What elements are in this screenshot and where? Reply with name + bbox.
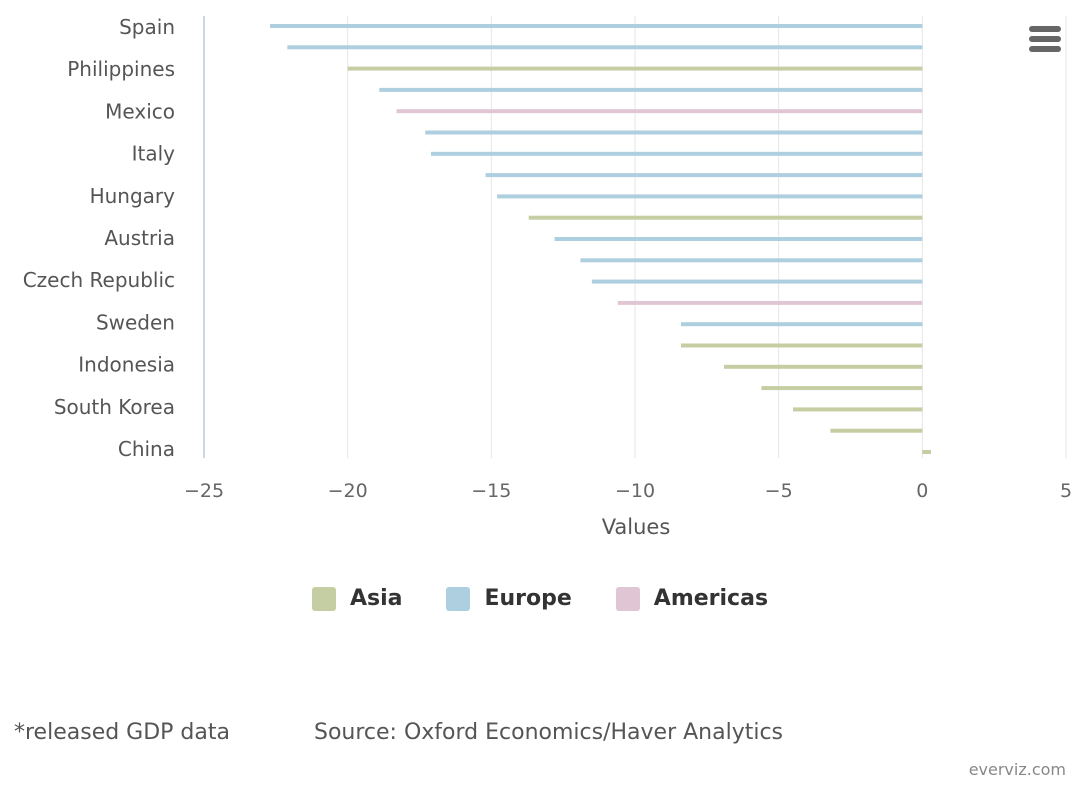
x-tick-label: 0	[916, 480, 928, 502]
category-label: Czech Republic	[23, 268, 175, 292]
x-tick-label: −5	[765, 480, 793, 502]
x-tick-label: −15	[471, 480, 511, 502]
chart-menu-button[interactable]	[1026, 24, 1064, 56]
credit-link[interactable]: everviz.com	[968, 760, 1066, 779]
category-label: Austria	[104, 226, 175, 250]
bar-asia[interactable]	[793, 407, 923, 412]
legend-swatch	[311, 586, 336, 611]
x-tick-label: −20	[328, 480, 368, 502]
bar-chart: Spain Philippines Mexico Italy Hungary Austri…	[23, 15, 1072, 539]
bars	[270, 24, 931, 454]
x-tick-label: 5	[1060, 480, 1072, 502]
bar-europe[interactable]	[497, 194, 923, 199]
x-axis-label: Values	[602, 515, 671, 539]
bar-asia[interactable]	[830, 428, 923, 433]
bar-americas[interactable]	[617, 300, 923, 305]
bar-europe[interactable]	[591, 279, 923, 284]
legend-item-asia[interactable]: Asia	[311, 586, 403, 611]
source-note: Source: Oxford Economics/Haver Analytics	[314, 720, 784, 745]
legend-item-europe[interactable]: Europe	[446, 586, 572, 611]
bar-asia[interactable]	[680, 343, 923, 348]
bar-europe[interactable]	[425, 130, 923, 135]
bar-americas[interactable]	[396, 109, 923, 114]
category-label: South Korea	[54, 395, 175, 419]
bar-europe[interactable]	[430, 151, 923, 156]
bar-europe[interactable]	[287, 45, 923, 50]
bar-europe[interactable]	[680, 322, 923, 327]
legend-item-americas[interactable]: Americas	[615, 586, 769, 611]
legend-label: Asia	[349, 586, 403, 611]
bar-asia[interactable]	[347, 66, 923, 71]
bar-asia[interactable]	[922, 450, 931, 454]
category-label: Indonesia	[78, 353, 175, 377]
bar-europe[interactable]	[580, 258, 923, 263]
bar-asia[interactable]	[724, 364, 923, 369]
category-label: Philippines	[67, 57, 175, 81]
legend-swatch	[446, 586, 471, 611]
x-tick-labels: −25 −20 −15 −10 −5 0 5	[184, 480, 1072, 502]
category-label: Spain	[119, 15, 175, 39]
bar-europe[interactable]	[554, 237, 923, 241]
legend-label: Americas	[653, 586, 769, 611]
bar-europe[interactable]	[485, 173, 923, 178]
bar-europe[interactable]	[379, 87, 923, 92]
category-label: Italy	[132, 142, 176, 166]
category-labels: Spain Philippines Mexico Italy Hungary Austri…	[23, 15, 175, 461]
category-label: Mexico	[105, 99, 175, 123]
legend-label: Europe	[484, 586, 572, 611]
legend-swatch	[615, 586, 640, 611]
category-label: Hungary	[90, 184, 176, 208]
category-label: Sweden	[96, 310, 175, 334]
legend: Asia Europe Americas	[0, 586, 1080, 611]
bar-europe[interactable]	[270, 24, 923, 28]
footnote: *released GDP data	[14, 720, 230, 745]
x-tick-label: −10	[615, 480, 655, 502]
bar-asia[interactable]	[761, 386, 923, 391]
category-label: China	[118, 437, 175, 461]
x-tick-label: −25	[184, 480, 224, 502]
bar-asia[interactable]	[528, 215, 923, 220]
